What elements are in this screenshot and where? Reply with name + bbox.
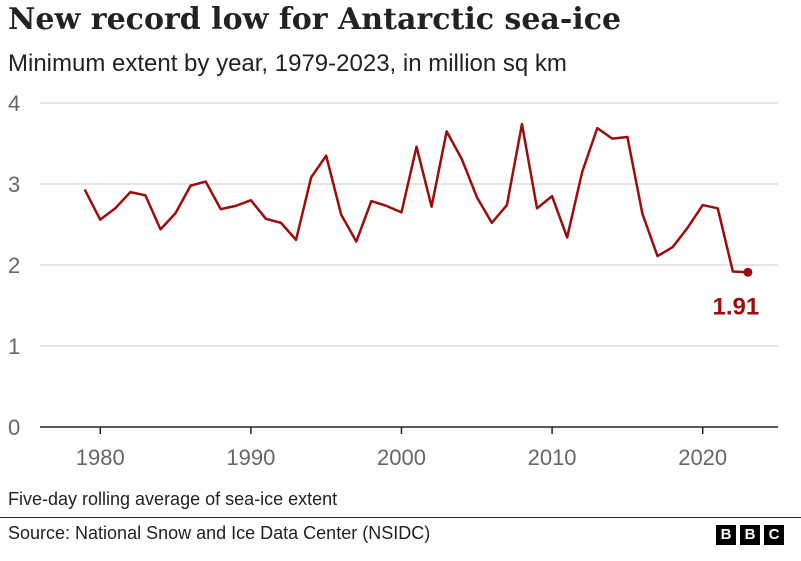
y-tick-label: 4: [8, 91, 20, 116]
x-tick-label: 2000: [377, 445, 426, 470]
last-value-dot: [743, 267, 753, 277]
chart-title: New record low for Antarctic sea-ice: [8, 2, 622, 37]
logo-letter-c: C: [764, 525, 784, 545]
y-tick-label: 3: [8, 172, 20, 197]
footnote: Five-day rolling average of sea-ice exte…: [8, 489, 338, 509]
series-line: [83, 122, 750, 274]
logo-letter-b2: B: [740, 525, 760, 545]
chart-subtitle: Minimum extent by year, 1979-2023, in mi…: [8, 50, 567, 77]
footer-divider: [0, 517, 801, 518]
source-text: Source: National Snow and Ice Data Cente…: [8, 523, 431, 543]
x-tick-label: 1990: [226, 445, 275, 470]
y-tick-label: 2: [8, 253, 20, 278]
logo-letter-b1: B: [716, 525, 736, 545]
last-value-label: 1.91: [713, 293, 760, 320]
bbc-logo: B B C: [716, 525, 784, 545]
y-tick-label: 0: [8, 415, 20, 440]
x-tick-label: 1980: [76, 445, 125, 470]
y-tick-label: 1: [8, 334, 20, 359]
x-tick-label: 2010: [528, 445, 577, 470]
x-tick-label: 2020: [678, 445, 727, 470]
